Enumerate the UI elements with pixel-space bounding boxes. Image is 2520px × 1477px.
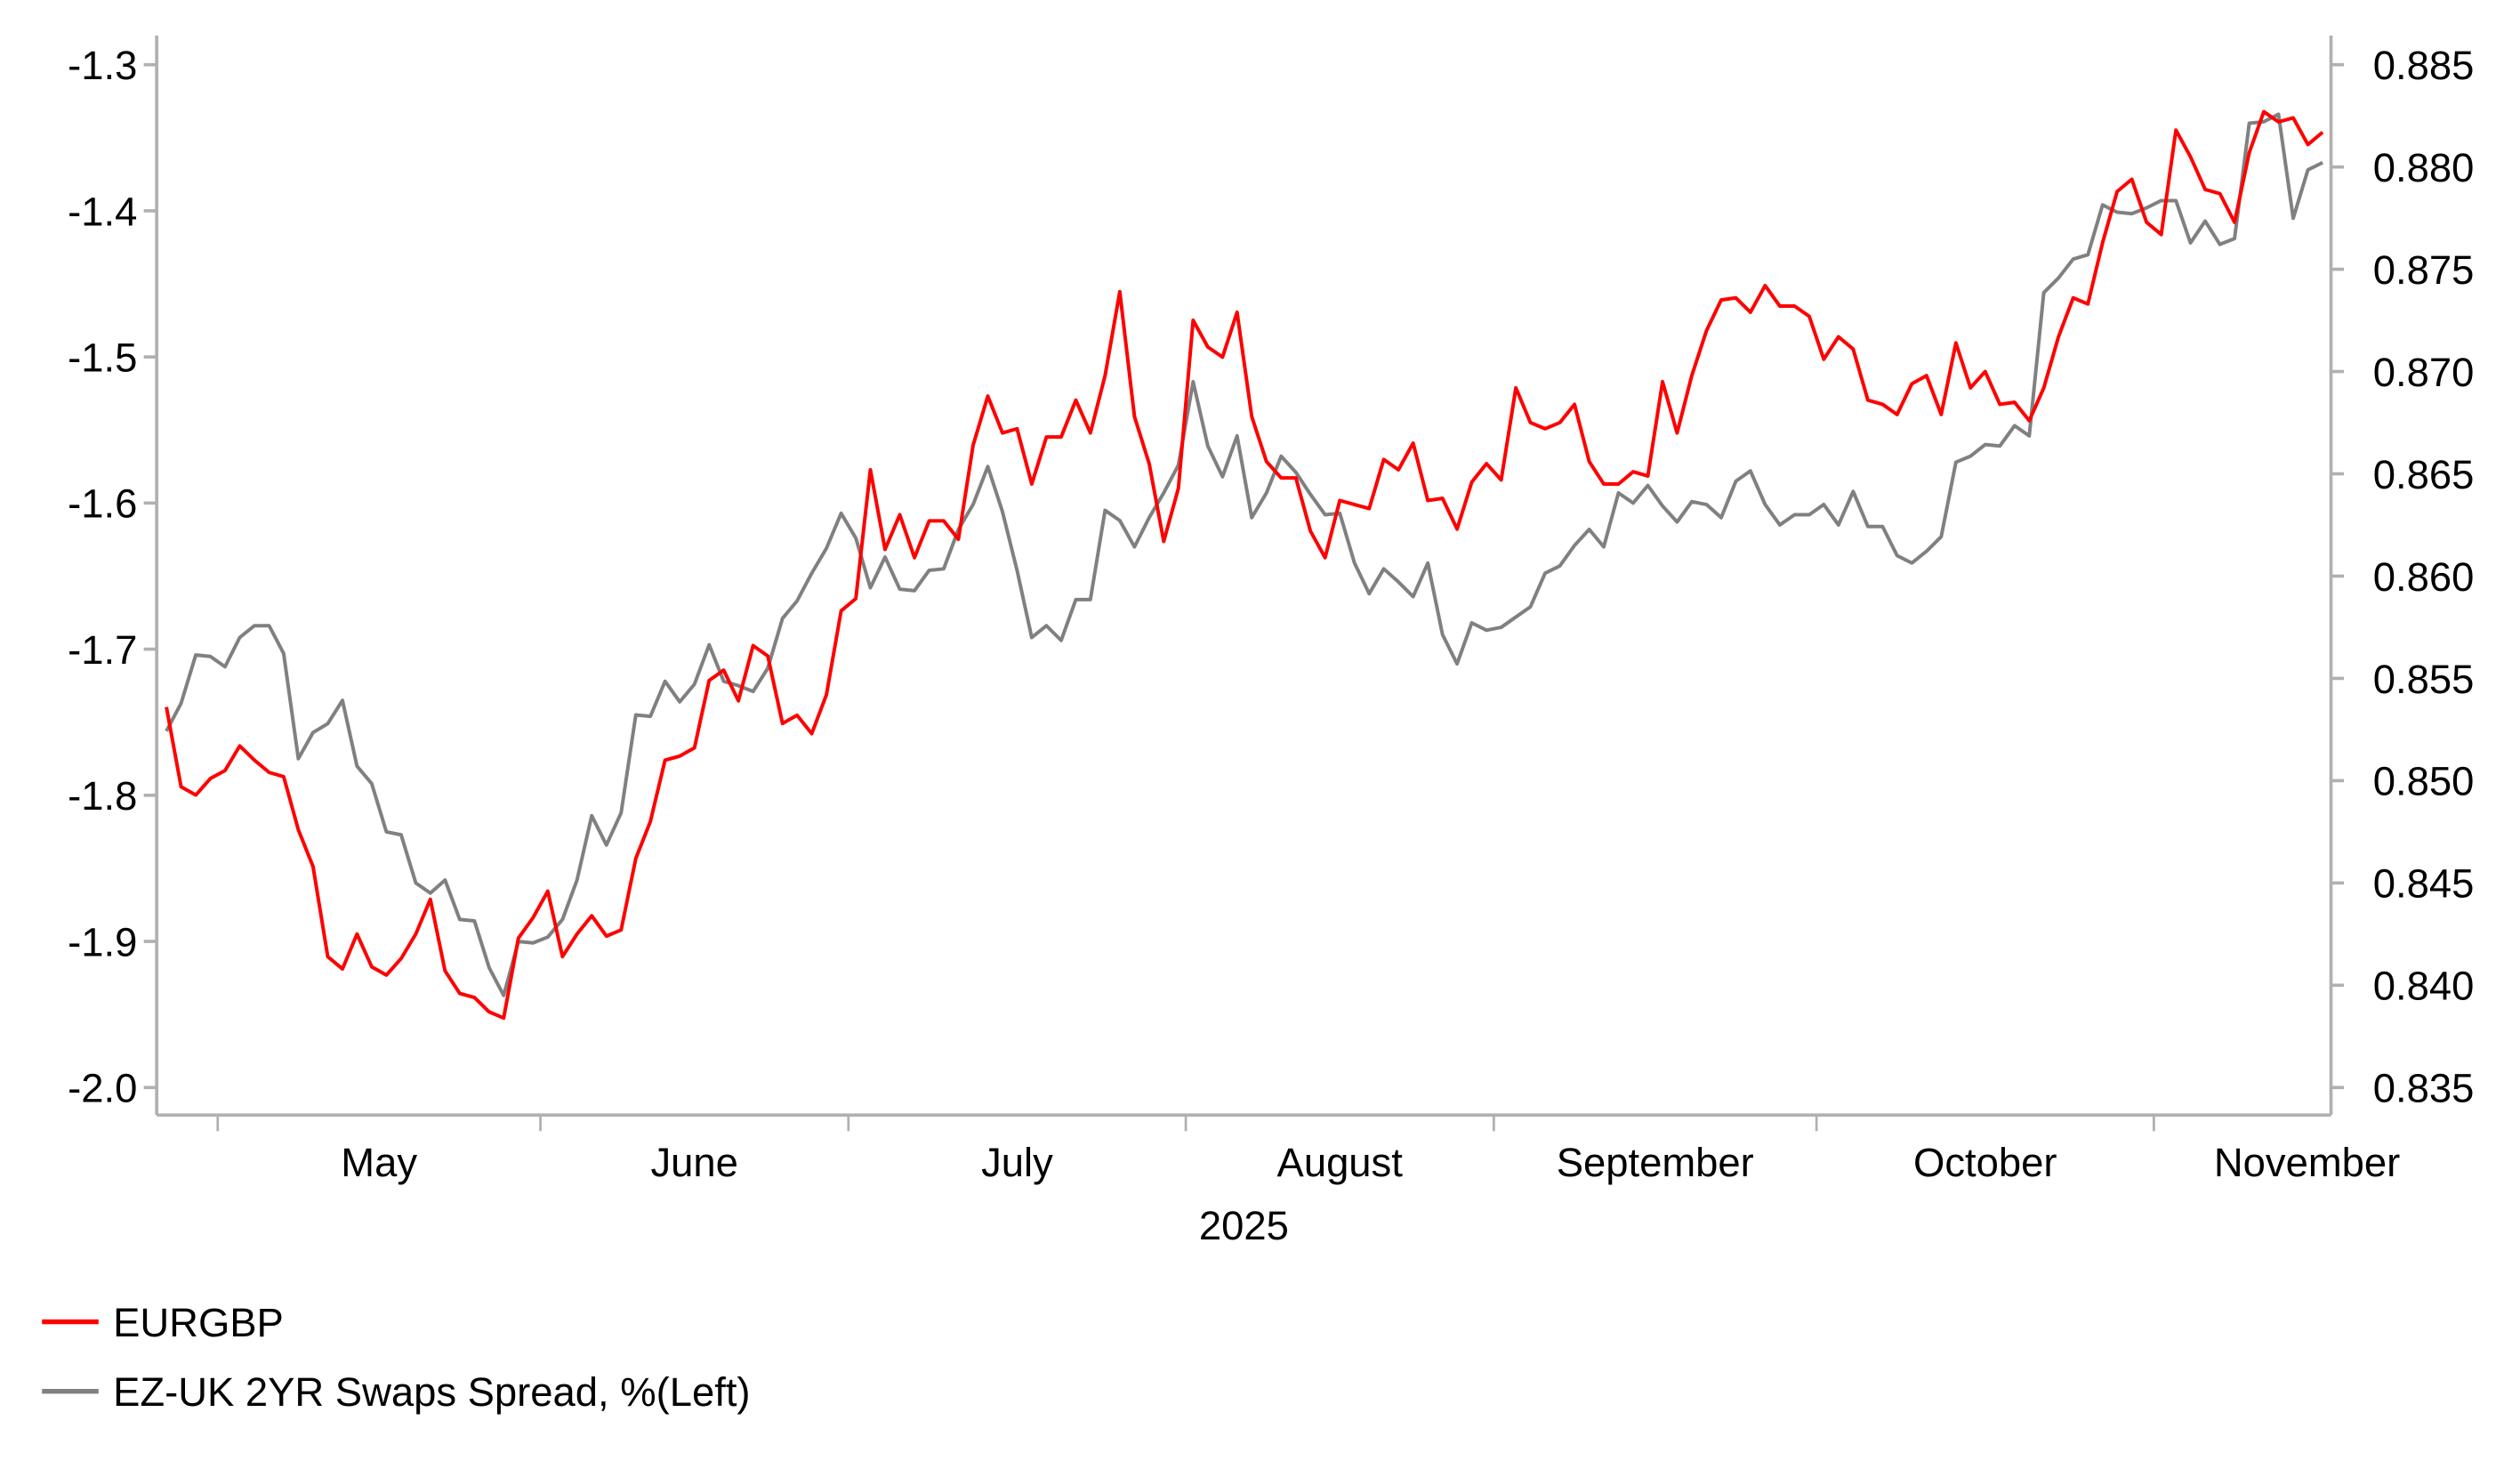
series-lines: [165, 109, 2324, 1021]
left-tick-label: -1.8: [68, 773, 137, 819]
left-tick-label: -1.4: [68, 189, 137, 234]
left-tick-label: -1.3: [68, 43, 137, 88]
x-tick-label: June: [650, 1140, 737, 1185]
left-tick-label: -2.0: [68, 1066, 137, 1111]
left-tick-label: -1.9: [68, 919, 137, 964]
legend-label-swaps-spread: EZ-UK 2YR Swaps Spread, %(Left): [113, 1369, 750, 1415]
right-tick-label: 0.835: [2373, 1066, 2475, 1111]
right-tick-label: 0.875: [2373, 247, 2475, 293]
right-tick-label: 0.860: [2373, 554, 2475, 600]
left-tick-label: -1.7: [68, 627, 137, 673]
x-tick-label: October: [1913, 1140, 2057, 1185]
series-line-swaps-spread: [165, 112, 2323, 997]
right-tick-label: 0.855: [2373, 657, 2475, 702]
x-tick-label: August: [1277, 1140, 1404, 1185]
x-tick-label: July: [981, 1140, 1053, 1185]
right-tick-label: 0.870: [2373, 350, 2475, 395]
left-axis-ticks: -1.3 -1.4 -1.5 -1.6 -1.7 -1.8 -1.9 -2.0: [68, 43, 157, 1111]
right-tick-label: 0.865: [2373, 452, 2475, 497]
right-tick-label: 0.845: [2373, 861, 2475, 907]
legend: EURGBP EZ-UK 2YR Swaps Spread, %(Left): [42, 1300, 751, 1415]
x-axis-ticks: May June July August September October Novembe…: [216, 1115, 2400, 1185]
x-axis-title: 2025: [1199, 1203, 1289, 1248]
right-tick-label: 0.880: [2373, 145, 2475, 190]
left-tick-label: -1.5: [68, 335, 137, 381]
legend-label-eurgbp: EURGBP: [113, 1300, 284, 1345]
x-tick-label: September: [1557, 1140, 1754, 1185]
x-tick-label: May: [341, 1140, 417, 1185]
x-tick-label: November: [2214, 1140, 2400, 1185]
right-tick-label: 0.840: [2373, 964, 2475, 1009]
right-tick-label: 0.850: [2373, 759, 2475, 804]
series-line-eurgbp: [165, 109, 2324, 1021]
right-axis-ticks: 0.885 0.880 0.875 0.870 0.865 0.860 0.855 0.850…: [2331, 43, 2475, 1111]
left-tick-label: -1.6: [68, 481, 137, 527]
right-tick-label: 0.885: [2373, 43, 2475, 88]
